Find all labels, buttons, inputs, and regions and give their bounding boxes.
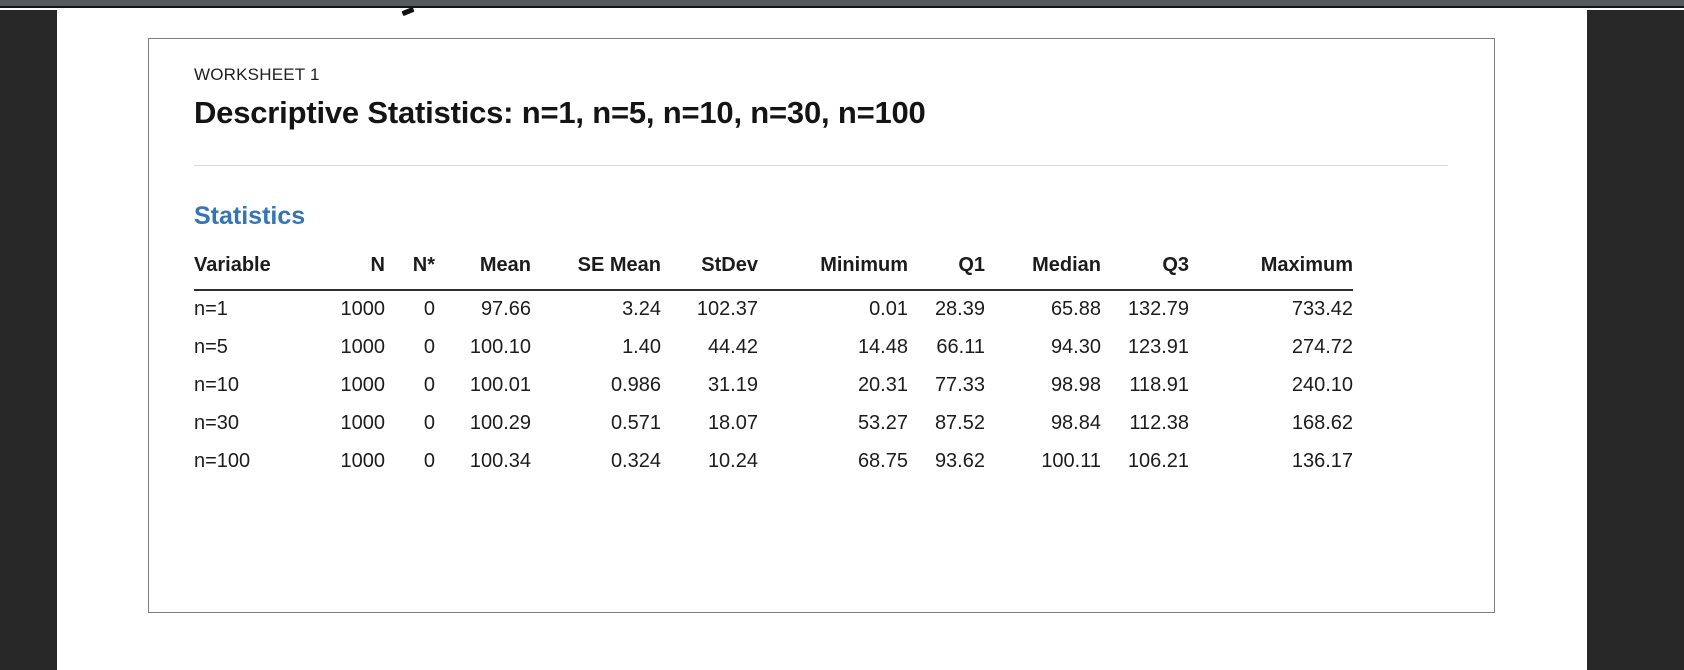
table-body: n=1 1000 0 97.66 3.24 102.37 0.01 28.39 65.88 132…	[194, 290, 1353, 480]
stat-value-cell: 10.24	[707, 449, 758, 472]
table-row: n=30 1000 0 100.29 0.571 18.07 53.27 87.52 98.84…	[194, 404, 1353, 442]
column-header-n: N*	[412, 254, 435, 276]
table-row: n=1 1000 0 97.66 3.24 102.37 0.01 28.39 65.88 132…	[194, 290, 1353, 328]
stat-value-cell: 53.27	[857, 411, 908, 434]
stat-value-cell: 102.37	[696, 298, 758, 320]
column-header-q3: Q3	[1162, 254, 1189, 276]
stat-value-cell: 0	[423, 373, 435, 396]
stat-value-cell: 123.91	[1127, 335, 1189, 358]
stat-value-cell: 1000	[340, 411, 386, 434]
stat-value-cell: 0.01	[869, 298, 908, 320]
column-header-median: Median	[1032, 254, 1101, 276]
stat-value-cell: 93.62	[934, 449, 985, 472]
stat-value-cell: 20.31	[857, 373, 908, 396]
stat-value-cell: 0	[423, 335, 435, 358]
stat-value-cell: 87.52	[934, 411, 985, 434]
stat-value-cell: 3.24	[622, 298, 661, 320]
stat-value-cell: 1000	[340, 373, 386, 396]
row-variable-label: n=1	[194, 298, 228, 320]
table-row: n=5 1000 0 100.10 1.40 44.42 14.48 66.11 94.30 12…	[194, 328, 1353, 366]
column-header-minimum: Minimum	[820, 254, 908, 276]
stat-value-cell: 77.33	[934, 373, 985, 396]
stat-value-cell: 0.324	[610, 449, 661, 472]
stat-value-cell: 0.571	[610, 411, 661, 434]
stat-value-cell: 106.21	[1127, 449, 1189, 472]
stat-value-cell: 18.07	[707, 411, 758, 434]
output-title: Descriptive Statistics: n=1, n=5, n=10, …	[194, 95, 926, 130]
stat-value-cell: 100.34	[469, 449, 531, 472]
stat-value-cell: 112.38	[1129, 411, 1189, 434]
stat-value-cell: 14.48	[857, 335, 908, 358]
stat-value-cell: 1000	[340, 449, 386, 472]
stat-value-cell: 65.88	[1050, 298, 1101, 320]
worksheet-label: WORKSHEET 1	[194, 65, 320, 84]
stat-value-cell: 98.98	[1050, 373, 1101, 396]
column-header-maximum: Maximum	[1260, 254, 1353, 276]
stat-value-cell: 68.75	[857, 449, 908, 472]
table-row: n=100 1000 0 100.34 0.324 10.24 68.75 93.62 100.…	[194, 442, 1353, 480]
table-row: n=10 1000 0 100.01 0.986 31.19 20.31 77.33 98.98…	[194, 366, 1353, 404]
stat-value-cell: 1.40	[622, 335, 661, 358]
stat-value-cell: 28.39	[934, 298, 985, 320]
row-variable-label: n=100	[194, 449, 251, 472]
stat-value-cell: 168.62	[1291, 411, 1353, 434]
stat-value-cell: 274.72	[1291, 335, 1353, 358]
stat-value-cell: 100.10	[469, 335, 531, 358]
stat-value-cell: 1000	[340, 335, 386, 358]
stat-value-cell: 100.11	[1041, 449, 1101, 472]
column-header-q1: Q1	[958, 254, 985, 276]
row-variable-label: n=10	[194, 373, 240, 396]
right-dark-band	[1587, 10, 1684, 670]
output-card[interactable]: WORKSHEET 1 Descriptive Statistics: n=1,…	[148, 38, 1495, 613]
stat-value-cell: 0.986	[610, 373, 661, 396]
row-variable-label: n=5	[194, 335, 228, 358]
stat-value-cell: 132.79	[1127, 298, 1189, 320]
stat-value-cell: 44.42	[707, 335, 758, 358]
stat-value-cell: 66.11	[936, 335, 985, 358]
stat-value-cell: 31.19	[707, 373, 758, 396]
window-top-bar	[0, 0, 1684, 8]
stat-value-cell: 0	[423, 411, 435, 434]
column-header-stdev: StDev	[701, 254, 758, 276]
stat-value-cell: 240.10	[1291, 373, 1353, 396]
table-header-row: Variable N N* Mean SE Mean StDev Minimum Q1 Medi…	[194, 248, 1353, 290]
title-divider	[194, 165, 1448, 166]
stat-value-cell: 98.84	[1050, 411, 1101, 434]
section-heading-statistics: Statistics	[194, 202, 306, 230]
stat-value-cell: 100.29	[469, 411, 531, 434]
stat-value-cell: 118.91	[1129, 373, 1189, 396]
column-header-mean: Mean	[479, 254, 531, 276]
stat-value-cell: 94.30	[1050, 335, 1101, 358]
left-dark-band	[0, 10, 57, 670]
stat-value-cell: 100.01	[469, 373, 531, 396]
column-header-variable: Variable	[194, 254, 271, 276]
stat-value-cell: 733.42	[1291, 298, 1353, 320]
stat-value-cell: 1000	[340, 298, 386, 320]
stat-value-cell: 0	[423, 449, 435, 472]
column-header-semean: SE Mean	[577, 254, 661, 276]
statistics-table: Variable N N* Mean SE Mean StDev Minimum Q1 Medi…	[194, 248, 1353, 480]
stat-value-cell: 0	[423, 298, 435, 320]
clipped-text-fragment	[401, 6, 415, 17]
row-variable-label: n=30	[194, 411, 240, 434]
stat-value-cell: 136.17	[1291, 449, 1353, 472]
column-header-n: N	[370, 254, 385, 276]
stat-value-cell: 97.66	[480, 298, 531, 320]
